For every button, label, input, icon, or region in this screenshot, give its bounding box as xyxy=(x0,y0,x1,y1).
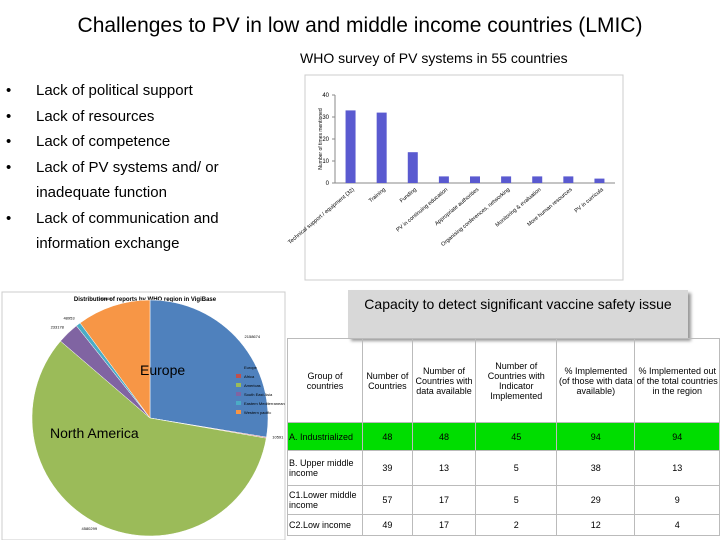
column-header: Number of Countries xyxy=(362,338,413,423)
table-cell: 5 xyxy=(475,450,558,486)
legend-label: Eastern Mediterranean xyxy=(244,401,285,406)
bar xyxy=(470,176,480,183)
table-cell: 57 xyxy=(362,485,413,515)
pie-value-label: 233178 xyxy=(51,325,65,330)
table-cell: C2.Low income xyxy=(287,514,363,536)
legend-swatch xyxy=(236,401,241,405)
table-cell: 17 xyxy=(411,514,477,536)
pie-annotation: North America xyxy=(50,425,139,441)
bar xyxy=(563,176,574,183)
bar xyxy=(438,176,449,183)
table-row: C1.Lower middle income 57 17 5 29 9 xyxy=(287,485,720,515)
y-tick-label: 30 xyxy=(322,115,329,121)
table-row: A. Industrialized 48 48 45 94 94 xyxy=(287,422,720,451)
bar xyxy=(407,152,418,183)
bar xyxy=(376,112,387,183)
table: Group of countries Number of Countries Num… xyxy=(287,338,720,536)
table-cell: A. Industrialized xyxy=(287,422,363,451)
column-header: Group of countries xyxy=(287,338,363,423)
table-cell: 12 xyxy=(556,514,636,536)
table-cell: 48 xyxy=(411,422,477,451)
pie-annotation: Europe xyxy=(140,362,185,378)
table-row: C2.Low income 49 17 2 12 4 xyxy=(287,514,720,536)
column-header: % Implemented (of those with data availa… xyxy=(556,338,636,423)
bar xyxy=(532,176,543,183)
y-tick-label: 0 xyxy=(326,181,330,187)
bullet: Lack of communication and information ex… xyxy=(6,206,266,257)
table-cell: 49 xyxy=(362,514,413,536)
y-tick-label: 20 xyxy=(322,137,329,143)
bullet: Lack of political support xyxy=(6,78,266,104)
table-cell: 48 xyxy=(362,422,413,451)
column-header: Number of Countries with data available xyxy=(411,338,477,423)
table-caption: Capacity to detect significant vaccine s… xyxy=(348,290,688,338)
column-header: Number of Countries with Indicator Imple… xyxy=(475,338,558,423)
y-tick-label: 40 xyxy=(322,93,329,99)
table-cell: 9 xyxy=(634,485,720,515)
pie-value-label: 10591 xyxy=(272,435,284,440)
legend-swatch xyxy=(236,374,241,378)
table-cell: 13 xyxy=(411,450,477,486)
legend-label: Western pacific xyxy=(244,410,271,415)
table-cell: C1.Lower middle income xyxy=(287,485,363,515)
column-header: % Implemented out of the total countries… xyxy=(634,338,720,423)
y-tick-label: 10 xyxy=(322,159,329,165)
bar xyxy=(345,110,356,183)
table-header-row: Group of countries Number of Countries Num… xyxy=(287,338,720,423)
table-cell: 4 xyxy=(634,514,720,536)
table-cell: 2 xyxy=(475,514,558,536)
legend-swatch xyxy=(236,365,241,369)
table-cell: 13 xyxy=(634,450,720,486)
table-cell: 29 xyxy=(556,485,636,515)
table-cell: 5 xyxy=(475,485,558,515)
table-cell: 39 xyxy=(362,450,413,486)
table-cell: 38 xyxy=(556,450,636,486)
bullet: Lack of resources xyxy=(6,104,266,130)
pie-value-label: 4580299 xyxy=(82,526,98,531)
table-cell: 17 xyxy=(411,485,477,515)
table-cell: B. Upper middle income xyxy=(287,450,363,486)
bullet: Lack of PV systems and/ or inadequate fu… xyxy=(6,155,266,206)
pie-value-label: 48953 xyxy=(63,316,75,321)
pie-slice xyxy=(31,340,267,537)
subtitle: WHO survey of PV systems in 55 countries xyxy=(300,50,568,66)
pie-slice xyxy=(79,299,151,419)
pie-value-label: 789460 xyxy=(98,296,112,301)
legend-label: Americas xyxy=(244,383,261,388)
title: Challenges to PV in low and middle incom… xyxy=(77,14,643,37)
legend-swatch xyxy=(236,410,241,414)
table-cell: 94 xyxy=(556,422,636,451)
pie-value-label: 2158674 xyxy=(245,334,261,339)
y-axis-label: Number of times mentioned xyxy=(318,108,324,170)
bar xyxy=(501,176,512,183)
legend-swatch xyxy=(236,392,241,396)
legend-label: South East Asia xyxy=(244,392,273,397)
bullet: Lack of competence xyxy=(6,129,266,155)
bar xyxy=(594,178,605,183)
table-cell: 45 xyxy=(475,422,558,451)
table-row: B. Upper middle income 39 13 5 38 13 xyxy=(287,450,720,486)
table-cell: 94 xyxy=(634,422,720,451)
bullet-list: Lack of political supportLack of resourc… xyxy=(6,78,266,257)
legend-label: Europe xyxy=(244,365,258,370)
legend-label: Africa xyxy=(244,374,255,379)
legend-swatch xyxy=(236,383,241,387)
